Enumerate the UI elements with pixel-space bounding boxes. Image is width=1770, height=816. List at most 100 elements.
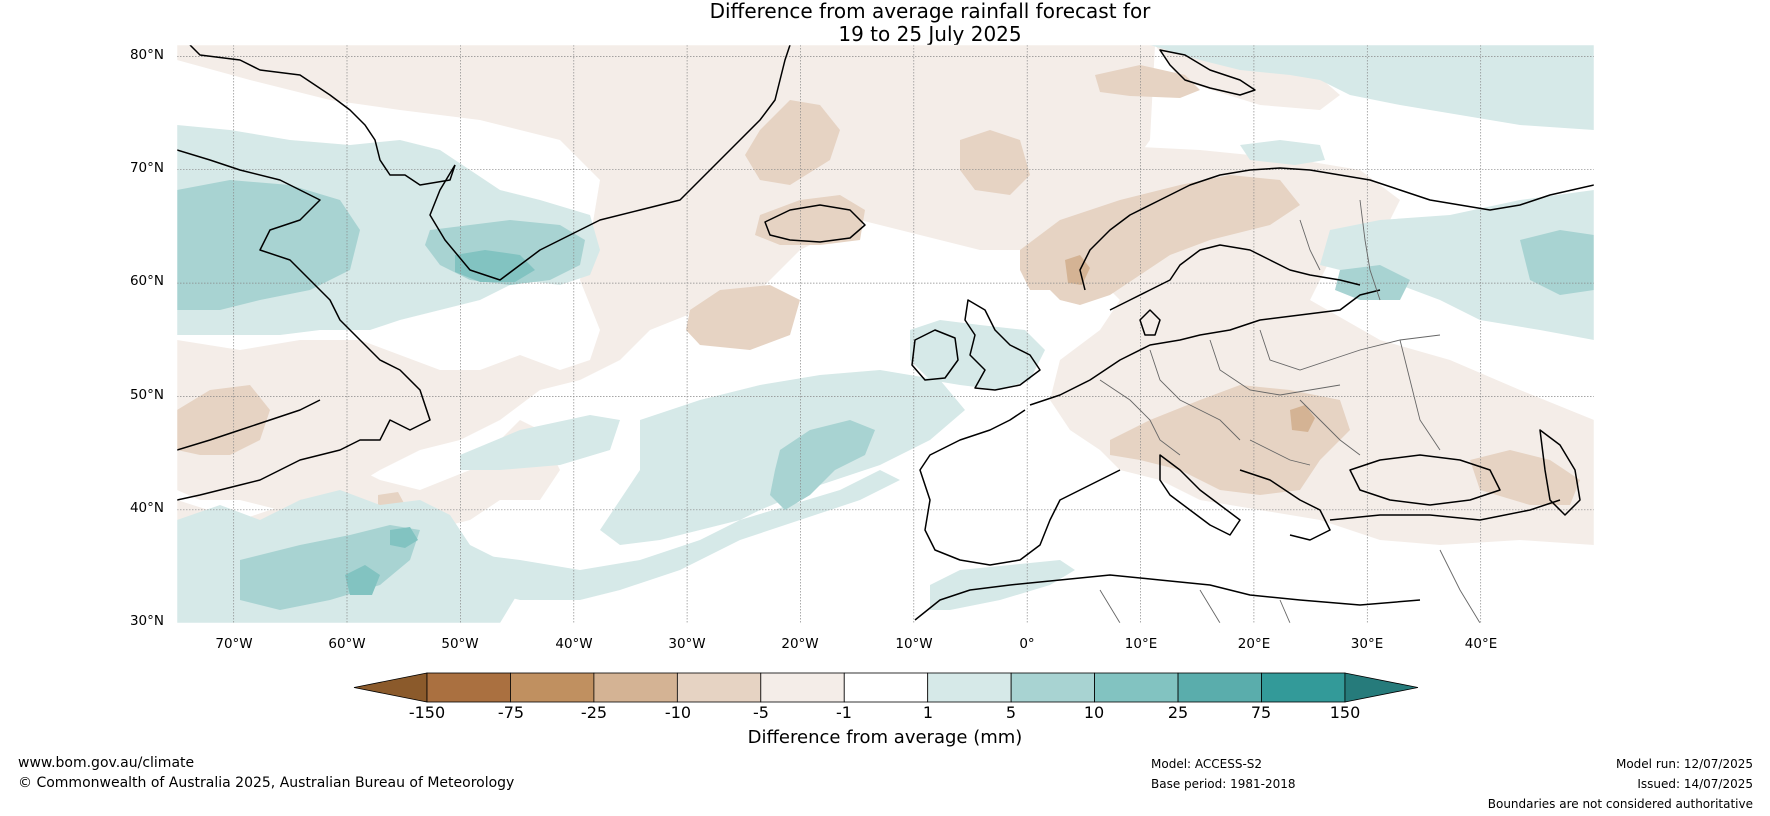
wet-peak-southwest xyxy=(345,565,380,595)
coast-labrador xyxy=(177,149,431,501)
colorbar-swatch xyxy=(510,672,595,703)
colorbar-swatch xyxy=(1094,672,1179,703)
coast-turkey xyxy=(1329,499,1561,521)
lon-label-30e: 30°E xyxy=(1350,636,1384,652)
wet-peak-azores xyxy=(390,527,418,548)
title-line-2: 19 to 25 July 2025 xyxy=(838,22,1022,46)
colorbar-tick: 150 xyxy=(1329,703,1361,722)
coast-baffin xyxy=(189,45,456,186)
colorbar-tick: 25 xyxy=(1167,703,1189,722)
website-text: www.bom.gov.au/climate xyxy=(18,755,195,771)
issued-text: Issued: 14/07/2025 xyxy=(1637,777,1753,791)
anomaly-field xyxy=(177,45,1594,623)
model-run-text: Model run: 12/07/2025 xyxy=(1615,757,1753,771)
colorbar-tick: -25 xyxy=(580,703,608,722)
colorbar-extend-high xyxy=(1344,672,1419,703)
dry-core-svalbard xyxy=(1095,65,1200,98)
lat-label-50n: 50°N xyxy=(129,387,164,403)
wet-region-barents xyxy=(1320,190,1594,340)
dry-peak-carpathians xyxy=(1290,405,1315,432)
lon-label-40e: 40°E xyxy=(1464,636,1498,652)
chart-title: Difference from average rainfall forecas… xyxy=(0,0,1770,46)
wet-peak-greenland-south xyxy=(455,250,535,282)
dry-core-central-europe xyxy=(1110,385,1350,495)
colorbar-swatch xyxy=(1261,672,1346,703)
model-text: Model: ACCESS-S2 xyxy=(1151,757,1263,771)
lat-label-80n: 80°N xyxy=(129,47,164,63)
coast-italy xyxy=(1159,454,1241,536)
base-period-text: Base period: 1981-2018 xyxy=(1151,777,1296,791)
coast-iberia xyxy=(919,409,1121,566)
dry-core-newfoundland xyxy=(177,385,270,455)
lon-label-20e: 20°E xyxy=(1237,636,1271,652)
coast-black-sea xyxy=(1349,454,1501,506)
coast-caspian xyxy=(1539,429,1581,516)
wet-core-mid-atlantic xyxy=(770,420,875,510)
colorbar-tick: -5 xyxy=(753,703,769,722)
disclaimer-text: Boundaries are not considered authoritat… xyxy=(1487,797,1753,811)
colorbar-swatch xyxy=(1010,672,1096,703)
title-line-1: Difference from average rainfall forecas… xyxy=(709,0,1151,23)
colorbar-tick: -1 xyxy=(836,703,852,722)
lon-label-20w: 20°W xyxy=(781,636,819,652)
coast-ireland xyxy=(911,329,959,381)
lon-label-0: 0° xyxy=(1019,636,1035,652)
colorbar-tick: 5 xyxy=(1005,703,1017,722)
dry-core-scandinavia xyxy=(1020,175,1300,305)
lat-label-60n: 60°N xyxy=(129,273,164,289)
country-borders xyxy=(1099,199,1481,623)
colorbar-tick: -10 xyxy=(664,703,692,722)
colorbar-tick: 75 xyxy=(1250,703,1272,722)
dry-core-mid-atlantic xyxy=(686,285,800,350)
wet-core-barents xyxy=(1520,230,1594,295)
coast-denmark xyxy=(1139,309,1161,336)
colorbar-swatch xyxy=(927,672,1012,703)
colorbar-label: Difference from average (mm) xyxy=(747,727,1023,748)
coast-gulf-stlawrence xyxy=(177,399,321,451)
wet-region-azores xyxy=(460,415,620,470)
colorbar xyxy=(353,672,1419,703)
coast-continent-north xyxy=(1029,289,1381,406)
coast-iceland xyxy=(764,204,866,243)
coast-svalbard xyxy=(1159,49,1256,96)
wet-core-labrador xyxy=(177,180,360,310)
colorbar-swatch xyxy=(1177,672,1262,703)
lon-label-10e: 10°E xyxy=(1124,636,1158,652)
colorbar-tick: -75 xyxy=(497,703,525,722)
lon-label-40w: 40°W xyxy=(555,636,593,652)
wet-core-southwest xyxy=(240,525,420,610)
lon-label-30w: 30°W xyxy=(668,636,706,652)
lon-label-60w: 60°W xyxy=(328,636,366,652)
coast-north-africa xyxy=(914,574,1421,621)
copyright-text: © Commonwealth of Australia 2025, Austra… xyxy=(18,775,515,791)
coastlines xyxy=(177,45,1594,621)
coast-greenland xyxy=(429,45,791,281)
lat-label-70n: 70°N xyxy=(129,160,164,176)
colorbar-extend-low xyxy=(353,672,428,703)
coast-britain xyxy=(964,299,1041,391)
lat-label-30n: 30°N xyxy=(129,613,164,629)
dry-core-iceland-sea xyxy=(745,100,840,185)
wet-region-svalbard xyxy=(1150,45,1594,130)
lat-label-40n: 40°N xyxy=(129,500,164,516)
colorbar-swatch xyxy=(593,672,678,703)
colorbar-tick: -150 xyxy=(408,703,446,722)
wet-core-baltic xyxy=(1335,265,1410,300)
colorbar-swatch xyxy=(426,672,511,703)
colorbar-swatch xyxy=(843,672,929,703)
lon-label-10w: 10°W xyxy=(895,636,933,652)
wet-region-mediterranean xyxy=(930,560,1075,610)
colorbar-swatch xyxy=(760,672,845,703)
colorbar-tick: 1 xyxy=(922,703,934,722)
coast-balkans xyxy=(1239,469,1331,541)
dry-core-greenland-sea xyxy=(960,130,1030,195)
wet-region-arctic-sea xyxy=(1240,140,1325,165)
lon-label-50w: 50°W xyxy=(441,636,479,652)
lon-label-70w: 70°W xyxy=(215,636,253,652)
colorbar-tick: 10 xyxy=(1083,703,1105,722)
colorbar-swatch xyxy=(676,672,762,703)
coast-sweden-finland xyxy=(1109,244,1361,311)
graticule xyxy=(177,45,1594,623)
wet-region-british-isles xyxy=(910,320,1045,390)
